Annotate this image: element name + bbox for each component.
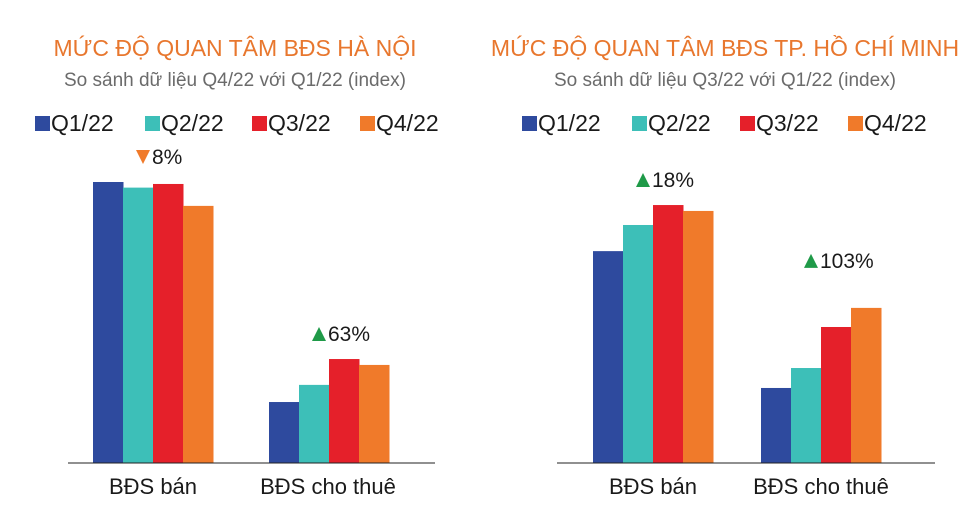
bar <box>623 224 654 463</box>
chart-subtitle: So sánh dữ liệu Q4/22 với Q1/22 (index) <box>64 70 406 91</box>
bar <box>269 402 300 463</box>
legend-swatch <box>632 116 647 131</box>
category-label: BĐS cho thuê <box>260 474 396 499</box>
change-label: 8% <box>152 146 182 169</box>
legend-label: Q2/22 <box>161 110 224 136</box>
category-label: BĐS bán <box>109 474 197 499</box>
bar <box>761 387 792 463</box>
legend-label: Q1/22 <box>538 110 601 136</box>
bar <box>153 183 184 464</box>
change-label: 18% <box>652 169 694 192</box>
bar <box>299 384 330 463</box>
legend-label: Q4/22 <box>376 110 439 136</box>
bar <box>791 368 822 463</box>
chart-subtitle: So sánh dữ liệu Q3/22 với Q1/22 (index) <box>554 70 896 91</box>
chart-hcmc: MỨC ĐỘ QUAN TÂM BĐS TP. HỒ CHÍ MINH So sá… <box>491 34 959 499</box>
legend-swatch <box>360 116 375 131</box>
triangle-up-icon <box>804 253 818 268</box>
legend-label: Q3/22 <box>268 110 331 136</box>
change-label: 63% <box>328 323 370 346</box>
triangle-up-icon <box>312 327 326 342</box>
bar <box>123 187 154 463</box>
legend-label: Q2/22 <box>648 110 711 136</box>
legend-swatch <box>252 116 267 131</box>
bar <box>183 205 214 463</box>
legend-swatch <box>848 116 863 131</box>
legend-swatch <box>35 116 50 131</box>
category-label: BĐS bán <box>609 474 697 499</box>
bar <box>593 251 624 463</box>
chart-title: MỨC ĐỘ QUAN TÂM BĐS HÀ NỘI <box>54 34 417 61</box>
legend-swatch <box>145 116 160 131</box>
bar <box>93 182 124 463</box>
chart-hanoi: MỨC ĐỘ QUAN TÂM BĐS HÀ NỘI So sánh dữ liệ… <box>35 34 439 499</box>
chart-title: MỨC ĐỘ QUAN TÂM BĐS TP. HỒ CHÍ MINH <box>491 34 959 61</box>
category-label: BĐS cho thuê <box>753 474 889 499</box>
bar <box>653 205 684 464</box>
triangle-down-icon <box>136 150 150 164</box>
legend-swatch <box>522 116 537 131</box>
bar <box>821 326 852 463</box>
legend-swatch <box>740 116 755 131</box>
bar <box>851 307 882 463</box>
triangle-up-icon <box>636 173 650 188</box>
legend-label: Q4/22 <box>864 110 927 136</box>
bar <box>359 364 390 463</box>
legend-label: Q3/22 <box>756 110 819 136</box>
change-label: 103% <box>820 250 874 273</box>
bar <box>329 359 360 463</box>
legend-label: Q1/22 <box>51 110 114 136</box>
bar <box>683 210 714 463</box>
